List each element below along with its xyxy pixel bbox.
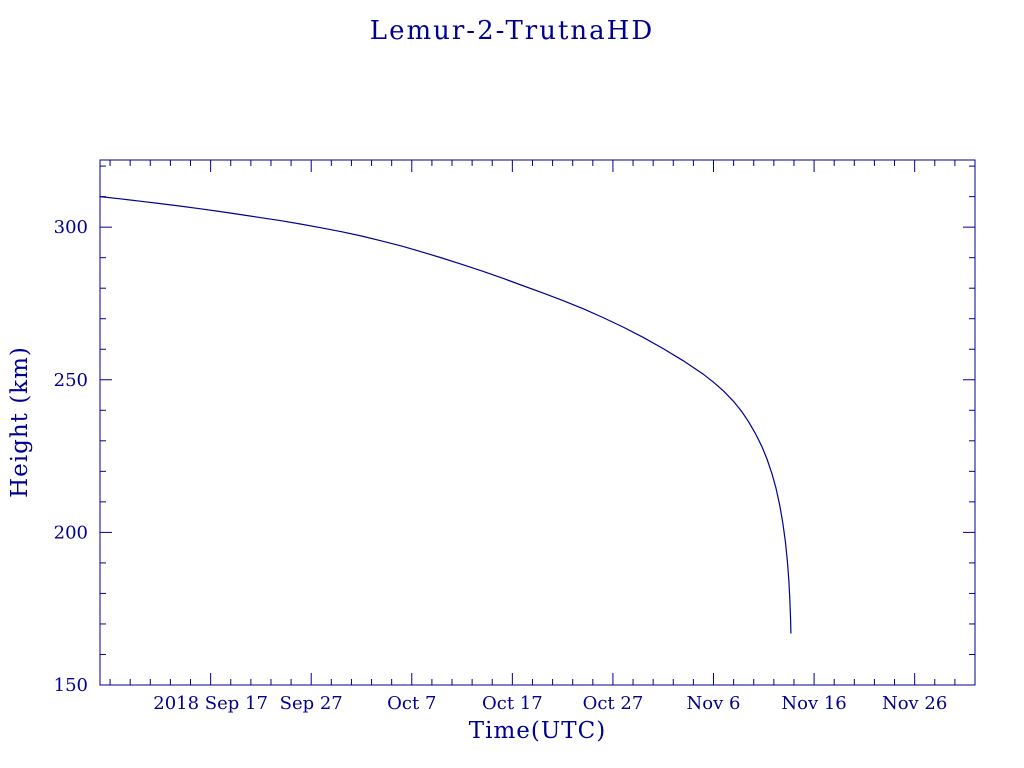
x-tick-label: 2018 Sep 17 bbox=[153, 693, 268, 714]
x-tick-label: Nov 26 bbox=[882, 693, 947, 714]
y-tick-label: 150 bbox=[54, 675, 88, 696]
y-tick-label: 200 bbox=[54, 522, 88, 543]
tick-labels: 2018 Sep 17 Sep 27 Oct 7 Oct 17 Oct 27 Nov 6 N… bbox=[54, 217, 948, 714]
x-tick-label: Oct 17 bbox=[482, 693, 543, 714]
x-axis-label: Time(UTC) bbox=[468, 718, 607, 744]
plot-box bbox=[99, 159, 976, 686]
height-curve bbox=[99, 196, 792, 634]
x-tick-label: Oct 27 bbox=[583, 693, 644, 714]
x-tick-label: Sep 27 bbox=[280, 693, 343, 714]
x-tick-label: Nov 16 bbox=[781, 693, 846, 714]
x-tick-label: Oct 7 bbox=[387, 693, 436, 714]
y-tick-label: 300 bbox=[54, 217, 88, 238]
chart-title: Lemur-2-TrutnaHD bbox=[369, 16, 655, 46]
y-tick-label: 250 bbox=[54, 370, 88, 391]
x-tick-label: Nov 6 bbox=[687, 693, 741, 714]
axes-and-ticks bbox=[99, 159, 976, 686]
